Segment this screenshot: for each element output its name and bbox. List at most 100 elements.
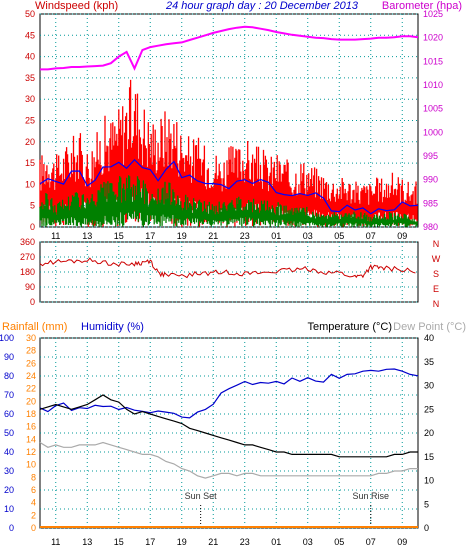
temperature-tick-label: 15 bbox=[424, 452, 434, 462]
rainfall-tick-label: 6 bbox=[31, 485, 36, 495]
x-tick-label-top: 03 bbox=[303, 231, 313, 241]
direction-panel bbox=[39, 241, 419, 303]
humidity-tick-label: 70 bbox=[4, 390, 14, 400]
barometer-axis-label: Barometer (hpa) bbox=[382, 0, 462, 12]
windspeed-tick-label: 35 bbox=[25, 73, 35, 83]
direction-tick-label: 360 bbox=[20, 237, 35, 247]
chart-title: 24 hour graph day : 20 December 2013 bbox=[165, 0, 359, 12]
barometer-tick-label: 1020 bbox=[423, 33, 443, 43]
humidity-tick-label: 20 bbox=[4, 485, 14, 495]
x-tick-label-bottom: 13 bbox=[82, 537, 92, 547]
temperature-line bbox=[39, 394, 418, 458]
direction-tick-label: 0 bbox=[30, 297, 35, 307]
barometer-tick-label: 985 bbox=[423, 198, 438, 208]
x-tick-label-top: 07 bbox=[366, 231, 376, 241]
tick-labels: 1111131315151717191921212323010103030505… bbox=[0, 9, 443, 547]
humidity-axis-label: Humidity (%) bbox=[81, 321, 144, 333]
windspeed-tick-label: 10 bbox=[25, 179, 35, 189]
x-tick-label-top: 21 bbox=[208, 231, 218, 241]
barometer-tick-label: 1005 bbox=[423, 104, 443, 114]
direction-tick-label: 270 bbox=[20, 252, 35, 262]
x-tick-label-bottom: 19 bbox=[177, 537, 187, 547]
x-tick-label-bottom: 15 bbox=[114, 537, 124, 547]
direction-tick-label: 180 bbox=[20, 267, 35, 277]
humidity-tick-label: 30 bbox=[4, 466, 14, 476]
windspeed-tick-label: 15 bbox=[25, 158, 35, 168]
barometer-tick-label: 1010 bbox=[423, 80, 443, 90]
rainfall-tick-label: 22 bbox=[26, 384, 36, 394]
rainfall-tick-label: 2 bbox=[31, 510, 36, 520]
humidity-tick-label: 60 bbox=[4, 409, 14, 419]
windspeed-tick-label: 40 bbox=[25, 52, 35, 62]
rainfall-tick-label: 16 bbox=[26, 422, 36, 432]
humidity-tick-label: 50 bbox=[4, 428, 14, 438]
barometer-tick-label: 995 bbox=[423, 151, 438, 161]
compass-label: N bbox=[433, 239, 440, 249]
barometer-tick-label: 990 bbox=[423, 175, 438, 185]
x-tick-label-top: 19 bbox=[177, 231, 187, 241]
x-tick-label-bottom: 11 bbox=[51, 537, 60, 547]
x-tick-label-bottom: 07 bbox=[366, 537, 376, 547]
humidity-line bbox=[39, 368, 419, 419]
windspeed-tick-label: 45 bbox=[25, 30, 35, 40]
windspeed-tick-label: 20 bbox=[25, 137, 35, 147]
humidity-tick-label: 0 bbox=[9, 523, 14, 533]
dewpoint-line bbox=[39, 441, 418, 479]
temperature-tick-label: 30 bbox=[424, 381, 434, 391]
rainfall-tick-label: 0 bbox=[31, 523, 36, 533]
windspeed-tick-label: 5 bbox=[30, 201, 35, 211]
temp-panel bbox=[39, 337, 419, 529]
rainfall-tick-label: 24 bbox=[26, 371, 36, 381]
wind-mid-line bbox=[39, 158, 419, 215]
compass-label: W bbox=[432, 254, 441, 264]
x-tick-label-bottom: 23 bbox=[240, 537, 250, 547]
dewpoint-axis-label: Dew Point (°C) bbox=[393, 321, 466, 333]
compass-label: S bbox=[433, 269, 439, 279]
windspeed-tick-label: 0 bbox=[30, 222, 35, 232]
barometer-tick-label: 1000 bbox=[423, 127, 443, 137]
rainfall-tick-label: 28 bbox=[26, 346, 36, 356]
barometer-tick-label: 1015 bbox=[423, 56, 443, 66]
humidity-tick-label: 100 bbox=[0, 333, 14, 343]
compass-label: N bbox=[433, 299, 440, 309]
rainfall-tick-label: 4 bbox=[31, 498, 36, 508]
rainfall-tick-label: 18 bbox=[26, 409, 36, 419]
sun-annotation-label: Sun Set bbox=[185, 491, 218, 501]
x-tick-label-bottom: 05 bbox=[334, 537, 344, 547]
wind-series-2 bbox=[39, 175, 418, 227]
x-tick-label-top: 23 bbox=[240, 231, 250, 241]
x-tick-label-top: 11 bbox=[51, 231, 60, 241]
temperature-tick-label: 35 bbox=[424, 357, 434, 367]
x-tick-label-top: 09 bbox=[397, 231, 407, 241]
compass-label: E bbox=[433, 284, 439, 294]
x-tick-label-bottom: 17 bbox=[145, 537, 155, 547]
x-tick-label-top: 17 bbox=[145, 231, 155, 241]
rainfall-tick-label: 14 bbox=[26, 434, 36, 444]
temperature-tick-label: 40 bbox=[424, 333, 434, 343]
windspeed-tick-label: 25 bbox=[25, 116, 35, 126]
temperature-tick-label: 5 bbox=[424, 499, 429, 509]
series-layer bbox=[39, 25, 419, 528]
barometer-tick-label: 1025 bbox=[423, 9, 443, 19]
temperature-axis-label: Temperature (°C) bbox=[308, 321, 392, 333]
windspeed-tick-label: 30 bbox=[25, 94, 35, 104]
rainfall-tick-label: 20 bbox=[26, 396, 36, 406]
humidity-tick-label: 80 bbox=[4, 371, 14, 381]
temperature-tick-label: 10 bbox=[424, 476, 434, 486]
rainfall-axis-label: Rainfall (mm) bbox=[2, 321, 67, 333]
x-tick-label-bottom: 09 bbox=[397, 537, 407, 547]
wind-direction-line bbox=[39, 257, 416, 279]
sun-annotation-label: Sun Rise bbox=[352, 491, 389, 501]
temperature-tick-label: 20 bbox=[424, 428, 434, 438]
humidity-tick-label: 90 bbox=[4, 352, 14, 362]
x-tick-label-bottom: 03 bbox=[303, 537, 313, 547]
x-tick-label-bottom: 01 bbox=[271, 537, 281, 547]
rainfall-tick-label: 26 bbox=[26, 358, 36, 368]
rainfall-tick-label: 10 bbox=[26, 460, 36, 470]
x-tick-label-top: 15 bbox=[114, 231, 124, 241]
windspeed-tick-label: 50 bbox=[25, 9, 35, 19]
humidity-tick-label: 10 bbox=[4, 504, 14, 514]
temperature-tick-label: 0 bbox=[424, 523, 429, 533]
rainfall-tick-label: 30 bbox=[26, 333, 36, 343]
